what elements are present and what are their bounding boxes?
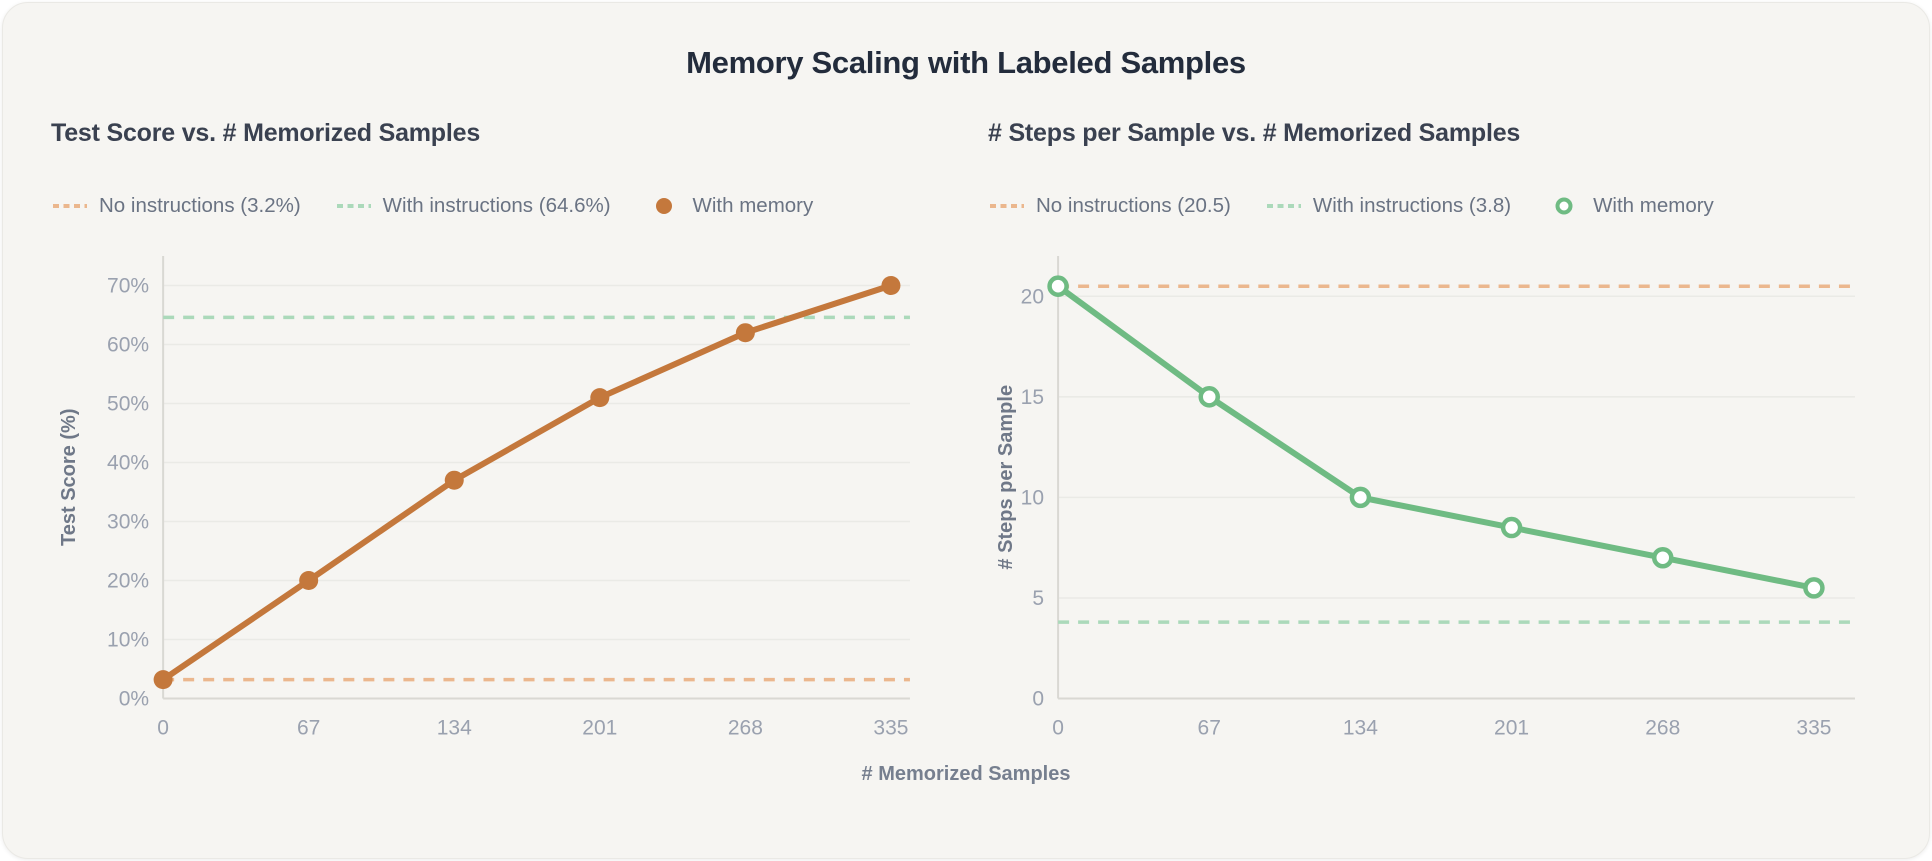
chart-title-steps-per-sample: # Steps per Sample vs. # Memorized Sampl… — [988, 119, 1521, 147]
y-tick-label: 50% — [107, 393, 149, 416]
legend-label-with-instructions: With instructions (3.8) — [1312, 194, 1512, 217]
data-point-marker — [735, 323, 755, 343]
y-tick-label: 10 — [1021, 486, 1044, 509]
dashed-line-swatch-orange-icon — [988, 197, 1026, 215]
dashed-line-swatch-orange-icon — [51, 197, 89, 215]
legend-item-with-instructions: With instructions (64.6%) — [335, 194, 611, 218]
chart-title-test-score: Test Score vs. # Memorized Samples — [51, 119, 481, 147]
data-point-marker — [881, 276, 901, 296]
legend-item-no-instructions: No instructions (20.5) — [988, 194, 1231, 218]
data-point-marker — [299, 571, 319, 591]
data-point-marker — [1349, 486, 1372, 509]
x-tick-label: 134 — [437, 717, 472, 740]
line-chart-test-score: 0 67 134 201 268 335 0% 10% 20% 30% 40% 50% 60% 70% Te… — [58, 256, 910, 740]
y-tick-label: 5 — [1032, 587, 1044, 610]
open-swatch-dot — [1555, 197, 1573, 215]
data-point-marker — [1198, 386, 1221, 408]
y-tick-label: 60% — [107, 334, 149, 357]
panel-test-score: Test Score vs. # Memorized Samples No in… — [51, 119, 944, 759]
y-tick-label: 40% — [107, 452, 149, 475]
legend-swatch-graphic — [336, 204, 371, 208]
filled-swatch-dot — [655, 198, 672, 214]
y-tick-label: 0% — [119, 688, 149, 711]
y-tick-label: 10% — [107, 629, 149, 652]
x-tick-label: 201 — [582, 717, 617, 740]
x-tick-label: 0 — [1052, 717, 1064, 740]
data-point-marker — [153, 670, 173, 690]
data-point-marker — [1803, 577, 1825, 599]
legend-steps-per-sample: No instructions (20.5) With instructions… — [988, 194, 1881, 218]
y-tick-label: 0 — [1032, 688, 1044, 711]
x-tick-label: 335 — [1796, 717, 1831, 740]
x-tick-label: 268 — [1645, 717, 1680, 740]
legend-swatch-graphic — [655, 198, 672, 214]
x-tick-label: 201 — [1494, 717, 1529, 740]
data-point-marker — [1500, 516, 1523, 539]
legend-item-no-instructions: No instructions (3.2%) — [51, 194, 301, 218]
x-tick-label: 67 — [1198, 717, 1221, 740]
data-point-marker — [1651, 546, 1674, 569]
dashed-line-swatch-green-icon — [1265, 197, 1303, 215]
x-tick-label: 268 — [728, 717, 763, 740]
y-tick-label: 20% — [107, 570, 149, 593]
legend-test-score: No instructions (3.2%) With instructions… — [51, 194, 944, 218]
chart-panels: Test Score vs. # Memorized Samples No in… — [3, 119, 1929, 759]
legend-label-no-instructions: No instructions (3.2%) — [99, 194, 301, 217]
data-point-marker — [444, 470, 464, 490]
y-tick-label: 30% — [107, 511, 149, 534]
y-tick-label: 20 — [1021, 285, 1044, 308]
x-tick-label: 67 — [297, 717, 320, 740]
legend-swatch-graphic — [1555, 197, 1573, 215]
data-point-marker — [590, 388, 610, 408]
dashed-line-swatch-green-icon — [335, 197, 373, 215]
legend-swatch-graphic — [1266, 204, 1301, 208]
panel-steps-per-sample: # Steps per Sample vs. # Memorized Sampl… — [988, 119, 1881, 759]
line-chart-steps-per-sample: 0 67 134 201 268 335 0 5 10 15 20 # Steps per Sampl… — [995, 256, 1855, 740]
series-line — [160, 282, 894, 683]
legend-item-with-memory: With memory — [645, 194, 814, 218]
series-line — [1055, 283, 1817, 591]
x-tick-label: 134 — [1343, 717, 1378, 740]
x-axis-label: # Memorized Samples — [861, 762, 1071, 785]
x-tick-label: 0 — [157, 717, 169, 740]
figure-title: Memory Scaling with Labeled Samples — [686, 45, 1246, 80]
filled-dot-swatch-orange-icon — [645, 197, 683, 215]
legend-label-no-instructions: No instructions (20.5) — [1036, 194, 1231, 217]
x-tick-label: 335 — [873, 717, 908, 740]
open-dot-swatch-green-icon — [1545, 197, 1583, 215]
y-axis-label: Test Score (%) — [58, 408, 80, 546]
legend-item-with-instructions: With instructions (3.8) — [1265, 194, 1511, 218]
legend-label-with-memory: With memory — [1593, 194, 1714, 217]
y-tick-label: 70% — [107, 275, 149, 298]
legend-label-with-memory: With memory — [692, 194, 814, 217]
legend-label-with-instructions: With instructions (64.6%) — [382, 194, 611, 217]
data-point-marker — [1047, 275, 1069, 297]
y-axis-label: # Steps per Sample — [995, 385, 1017, 570]
legend-swatch-graphic — [53, 204, 87, 208]
y-tick-label: 15 — [1021, 386, 1044, 409]
legend-item-with-memory: With memory — [1545, 194, 1714, 218]
legend-swatch-graphic — [990, 204, 1024, 208]
